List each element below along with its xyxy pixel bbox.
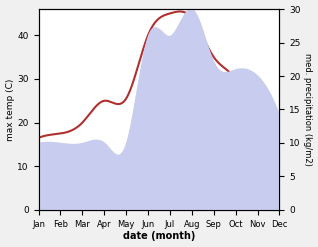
Y-axis label: med. precipitation (kg/m2): med. precipitation (kg/m2): [303, 53, 313, 166]
Y-axis label: max temp (C): max temp (C): [5, 78, 15, 141]
X-axis label: date (month): date (month): [123, 231, 195, 242]
